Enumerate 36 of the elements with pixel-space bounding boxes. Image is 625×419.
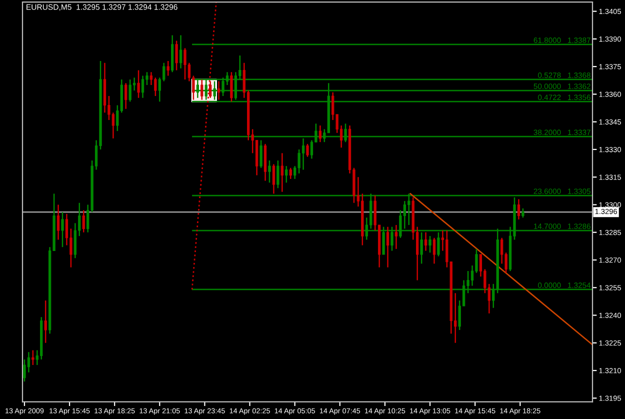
candlestick — [272, 164, 276, 194]
candlestick — [260, 140, 262, 169]
candlestick — [285, 165, 288, 184]
candlestick — [166, 60, 170, 76]
candlestick — [386, 226, 390, 268]
candlestick — [289, 167, 292, 180]
candlestick — [124, 82, 128, 110]
candlestick — [61, 211, 64, 248]
candlestick — [298, 148, 300, 174]
candlestick — [217, 80, 220, 100]
candlestick — [432, 237, 436, 264]
candlestick — [128, 78, 132, 102]
candlestick — [56, 204, 60, 240]
candlestick — [522, 208, 524, 218]
candlestick — [175, 40, 178, 71]
candlestick — [44, 300, 47, 344]
candlestick — [137, 70, 140, 99]
candlestick — [141, 75, 144, 99]
candlestick — [230, 71, 233, 102]
candlestick — [82, 210, 85, 233]
candlestick — [268, 160, 271, 184]
candlestick — [200, 78, 204, 100]
candlestick — [306, 143, 309, 158]
candlestick — [517, 198, 520, 220]
candlestick — [318, 124, 322, 143]
candlestick — [428, 235, 432, 254]
candlestick — [154, 76, 157, 97]
candlestick — [280, 152, 284, 192]
candlestick — [209, 80, 212, 99]
candlestick — [32, 350, 34, 366]
candlestick — [394, 224, 398, 250]
candlestick — [424, 232, 428, 252]
candlestick — [179, 34, 182, 70]
candlestick — [276, 160, 280, 189]
candlestick — [23, 358, 26, 382]
candlestick — [184, 48, 186, 80]
